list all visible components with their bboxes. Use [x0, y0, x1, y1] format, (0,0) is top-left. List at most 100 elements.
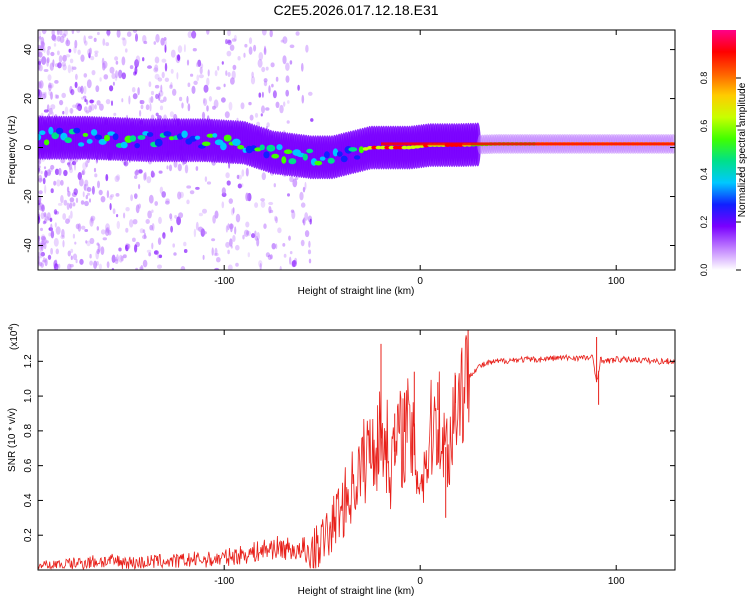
heatmap-speckle	[259, 263, 262, 270]
heatmap-speckle	[153, 250, 159, 255]
heatmap-speckle	[89, 237, 95, 245]
heatmap-speckle	[151, 171, 156, 177]
heatmap-speckle	[195, 221, 199, 231]
heatmap-speckle	[38, 190, 43, 195]
heatmap-speckle	[66, 202, 70, 210]
heatmap-speckle	[47, 254, 52, 260]
heatmap-peak	[348, 147, 358, 152]
heatmap-speckle	[40, 242, 44, 252]
heatmap-speckle	[47, 171, 52, 175]
heatmap-speckle	[38, 161, 41, 166]
heatmap-speckle	[43, 212, 47, 218]
heatmap-peak	[319, 156, 326, 161]
heatmap-speckle	[268, 201, 274, 206]
heatmap-speckle	[129, 219, 134, 228]
heatmap-speckle	[40, 170, 43, 175]
heatmap-speckle	[279, 265, 282, 270]
heatmap-peak	[388, 145, 395, 150]
heatmap-peak	[358, 146, 364, 154]
heatmap-speckle	[202, 208, 207, 214]
heatmap-speckle	[66, 186, 70, 193]
heatmap-peak	[51, 132, 59, 140]
heatmap-speckle	[67, 64, 72, 74]
heatmap-speckle	[155, 112, 159, 117]
colorbar-tick-label: 0.6	[699, 120, 709, 133]
heatmap-speckle	[94, 50, 99, 54]
heatmap-speckle	[63, 30, 68, 36]
heatmap-speckle	[170, 68, 174, 74]
heatmap-speckle	[83, 73, 88, 78]
heatmap-peak	[327, 157, 335, 164]
heatmap-speckle	[63, 199, 68, 206]
heatmap-speckle	[166, 165, 169, 170]
heatmap-speckle	[282, 55, 287, 65]
heatmap-speckle	[153, 41, 157, 45]
heatmap-speckle	[53, 43, 57, 47]
heatmap-speckle	[93, 260, 98, 269]
heatmap-speckle	[59, 30, 63, 36]
heatmap-speckle	[106, 261, 110, 269]
heatmap-speckle	[151, 242, 154, 250]
heatmap-speckle	[156, 250, 160, 259]
heatmap-speckle	[70, 248, 74, 253]
heatmap-speckle	[202, 254, 205, 260]
heatmap-speckle	[56, 35, 61, 42]
heatmap-speckle	[198, 212, 203, 217]
heatmap-speckle	[195, 62, 200, 68]
heatmap-speckle	[69, 202, 73, 209]
heatmap-speckle	[186, 199, 190, 205]
heatmap-speckle	[40, 251, 45, 257]
heatmap-speckle	[38, 251, 41, 259]
heatmap-peak	[98, 138, 107, 145]
heatmap-speckle	[214, 252, 219, 257]
heatmap-speckle	[146, 176, 152, 184]
heatmap-speckle	[70, 108, 73, 115]
heatmap-speckle	[113, 112, 117, 116]
heatmap-speckle	[290, 209, 295, 213]
snr-x-tick-label: 100	[608, 576, 625, 587]
heatmap-speckle	[56, 94, 59, 99]
heatmap-speckle	[302, 186, 306, 193]
colorbar-label: Normalized spectral amplitude	[737, 82, 748, 217]
heatmap-speckle	[301, 94, 305, 104]
heatmap-speckle	[108, 229, 112, 236]
heatmap-speckle	[149, 103, 152, 112]
heatmap-speckle	[84, 98, 87, 103]
heatmap-speckle	[77, 49, 81, 55]
heatmap-speckle	[54, 80, 59, 84]
heatmap-speckle	[46, 57, 50, 64]
heatmap-speckle	[161, 71, 165, 79]
heatmap-speckle	[38, 60, 41, 66]
heatmap-speckle	[164, 62, 168, 72]
heatmap-speckle	[172, 88, 177, 96]
heatmap-speckle	[69, 264, 74, 268]
heatmap-peak	[283, 149, 293, 154]
heatmap-speckle	[309, 218, 312, 225]
heatmap-speckle	[134, 193, 138, 200]
heatmap-speckle	[304, 212, 309, 221]
heatmap-peak	[146, 132, 154, 137]
heatmap-speckle	[158, 254, 163, 259]
heatmap-speckle	[250, 76, 256, 85]
snr-panel: -100 0 100 0.2 0.4 0.6 0.8 1.0 1.2 Height of st…	[7, 323, 676, 597]
heatmap-speckle	[183, 241, 187, 247]
heatmap-speckle	[84, 40, 88, 46]
heatmap-speckle	[227, 39, 232, 46]
heatmap-speckle	[50, 51, 55, 57]
heatmap-speckle	[183, 249, 188, 253]
heatmap-speckle	[191, 30, 197, 39]
heatmap-speckle	[158, 92, 161, 102]
heatmap-speckle	[95, 250, 99, 260]
colorbar: 0.0 0.2 0.4 0.6 0.8 Normalized spectral ampl…	[699, 30, 748, 276]
heatmap-peak	[104, 134, 110, 142]
heatmap-speckle	[173, 252, 177, 256]
heatmap-speckle	[82, 191, 85, 198]
heatmap-speckle	[44, 258, 48, 267]
heatmap-speckle	[123, 161, 127, 166]
heatmap-speckle	[300, 239, 305, 247]
heatmap-speckle	[169, 111, 174, 118]
colorbar-tick-label: 0.4	[699, 168, 709, 181]
heatmap-speckle	[125, 48, 128, 53]
heatmap-speckle	[212, 105, 216, 110]
